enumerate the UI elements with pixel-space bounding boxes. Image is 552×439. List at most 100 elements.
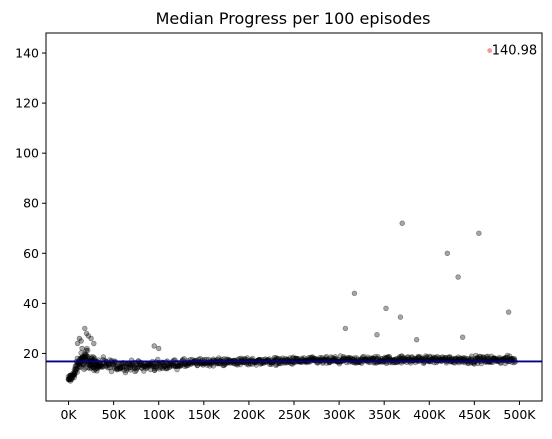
data-point <box>67 373 73 379</box>
data-point <box>124 362 130 368</box>
data-point <box>105 362 111 369</box>
data-point <box>127 362 133 368</box>
data-point <box>100 354 107 360</box>
outlier-point <box>459 334 466 340</box>
data-point <box>385 354 391 360</box>
data-point <box>185 362 191 368</box>
data-point <box>183 363 190 369</box>
data-point <box>107 365 113 371</box>
data-point <box>85 365 91 371</box>
x-tick-label: 100K <box>143 407 176 422</box>
data-point <box>66 377 73 383</box>
data-point <box>273 355 279 361</box>
x-tick-label: 200K <box>233 407 266 422</box>
data-point <box>244 355 251 361</box>
data-point <box>90 365 97 371</box>
data-point <box>123 365 130 372</box>
data-point <box>423 353 429 359</box>
data-point <box>105 365 111 371</box>
data-point <box>157 364 164 371</box>
data-point <box>399 353 405 359</box>
data-point <box>156 362 162 369</box>
data-point <box>446 354 453 360</box>
data-point <box>108 368 115 375</box>
data-point <box>129 365 135 371</box>
data-point <box>91 367 97 374</box>
data-point <box>174 362 181 368</box>
outlier-point <box>351 290 358 297</box>
outlier-point <box>74 340 81 347</box>
data-point <box>88 362 94 368</box>
data-point <box>442 355 448 361</box>
data-point <box>361 353 367 360</box>
data-point <box>65 376 72 383</box>
outlier-point <box>342 325 349 332</box>
data-point <box>76 364 83 370</box>
y-tick-label: 140 <box>15 46 39 61</box>
data-point <box>175 363 182 369</box>
data-point <box>409 355 415 361</box>
data-point <box>65 374 72 380</box>
x-tick-label: 400K <box>413 407 446 422</box>
data-point <box>132 368 138 375</box>
data-point <box>418 354 424 360</box>
data-point <box>176 363 182 369</box>
data-point <box>68 373 74 379</box>
data-point <box>341 355 347 361</box>
data-point <box>74 369 80 375</box>
y-tick-label: 80 <box>23 196 39 211</box>
x-tick-label: 50K <box>102 407 127 422</box>
data-point <box>423 354 429 361</box>
data-point <box>72 369 79 375</box>
data-point <box>141 363 148 370</box>
data-point <box>93 365 100 371</box>
data-point <box>415 353 421 360</box>
data-point <box>328 354 334 360</box>
data-point <box>172 363 179 369</box>
data-point <box>125 365 132 371</box>
data-point <box>69 372 76 378</box>
outlier-point <box>383 305 389 312</box>
data-point <box>132 365 138 371</box>
data-point <box>80 355 87 361</box>
outlier-point <box>83 330 90 337</box>
data-point <box>503 355 509 361</box>
x-tick-label: 150K <box>188 407 221 422</box>
data-point <box>354 355 360 361</box>
data-point <box>346 355 352 361</box>
data-point <box>148 362 154 368</box>
data-point <box>405 354 411 360</box>
outlier-point <box>505 309 512 315</box>
data-point <box>135 362 141 368</box>
data-point <box>485 353 491 359</box>
outlier-point <box>444 250 451 256</box>
data-point <box>71 371 78 377</box>
data-point <box>177 363 183 369</box>
data-point <box>154 365 160 371</box>
data-point <box>147 366 154 373</box>
data-point <box>116 366 122 372</box>
data-point <box>90 354 97 360</box>
data-point <box>400 355 406 361</box>
data-point <box>90 364 96 370</box>
data-point <box>74 362 80 368</box>
outlier-point <box>413 336 420 343</box>
max-point <box>487 48 493 53</box>
data-point <box>133 367 139 374</box>
data-point <box>94 368 100 374</box>
outlier-point <box>79 345 85 352</box>
data-point <box>130 363 136 369</box>
data-point <box>141 368 147 374</box>
max-point-layer: 140.98 <box>487 44 537 59</box>
data-point <box>164 365 170 371</box>
data-point <box>112 365 118 372</box>
data-point <box>375 354 381 360</box>
outlier-point <box>399 220 405 226</box>
data-point <box>99 364 105 370</box>
data-point <box>477 353 484 360</box>
data-point <box>73 363 79 370</box>
x-tick-label: 300K <box>323 407 356 422</box>
data-point <box>170 363 177 369</box>
